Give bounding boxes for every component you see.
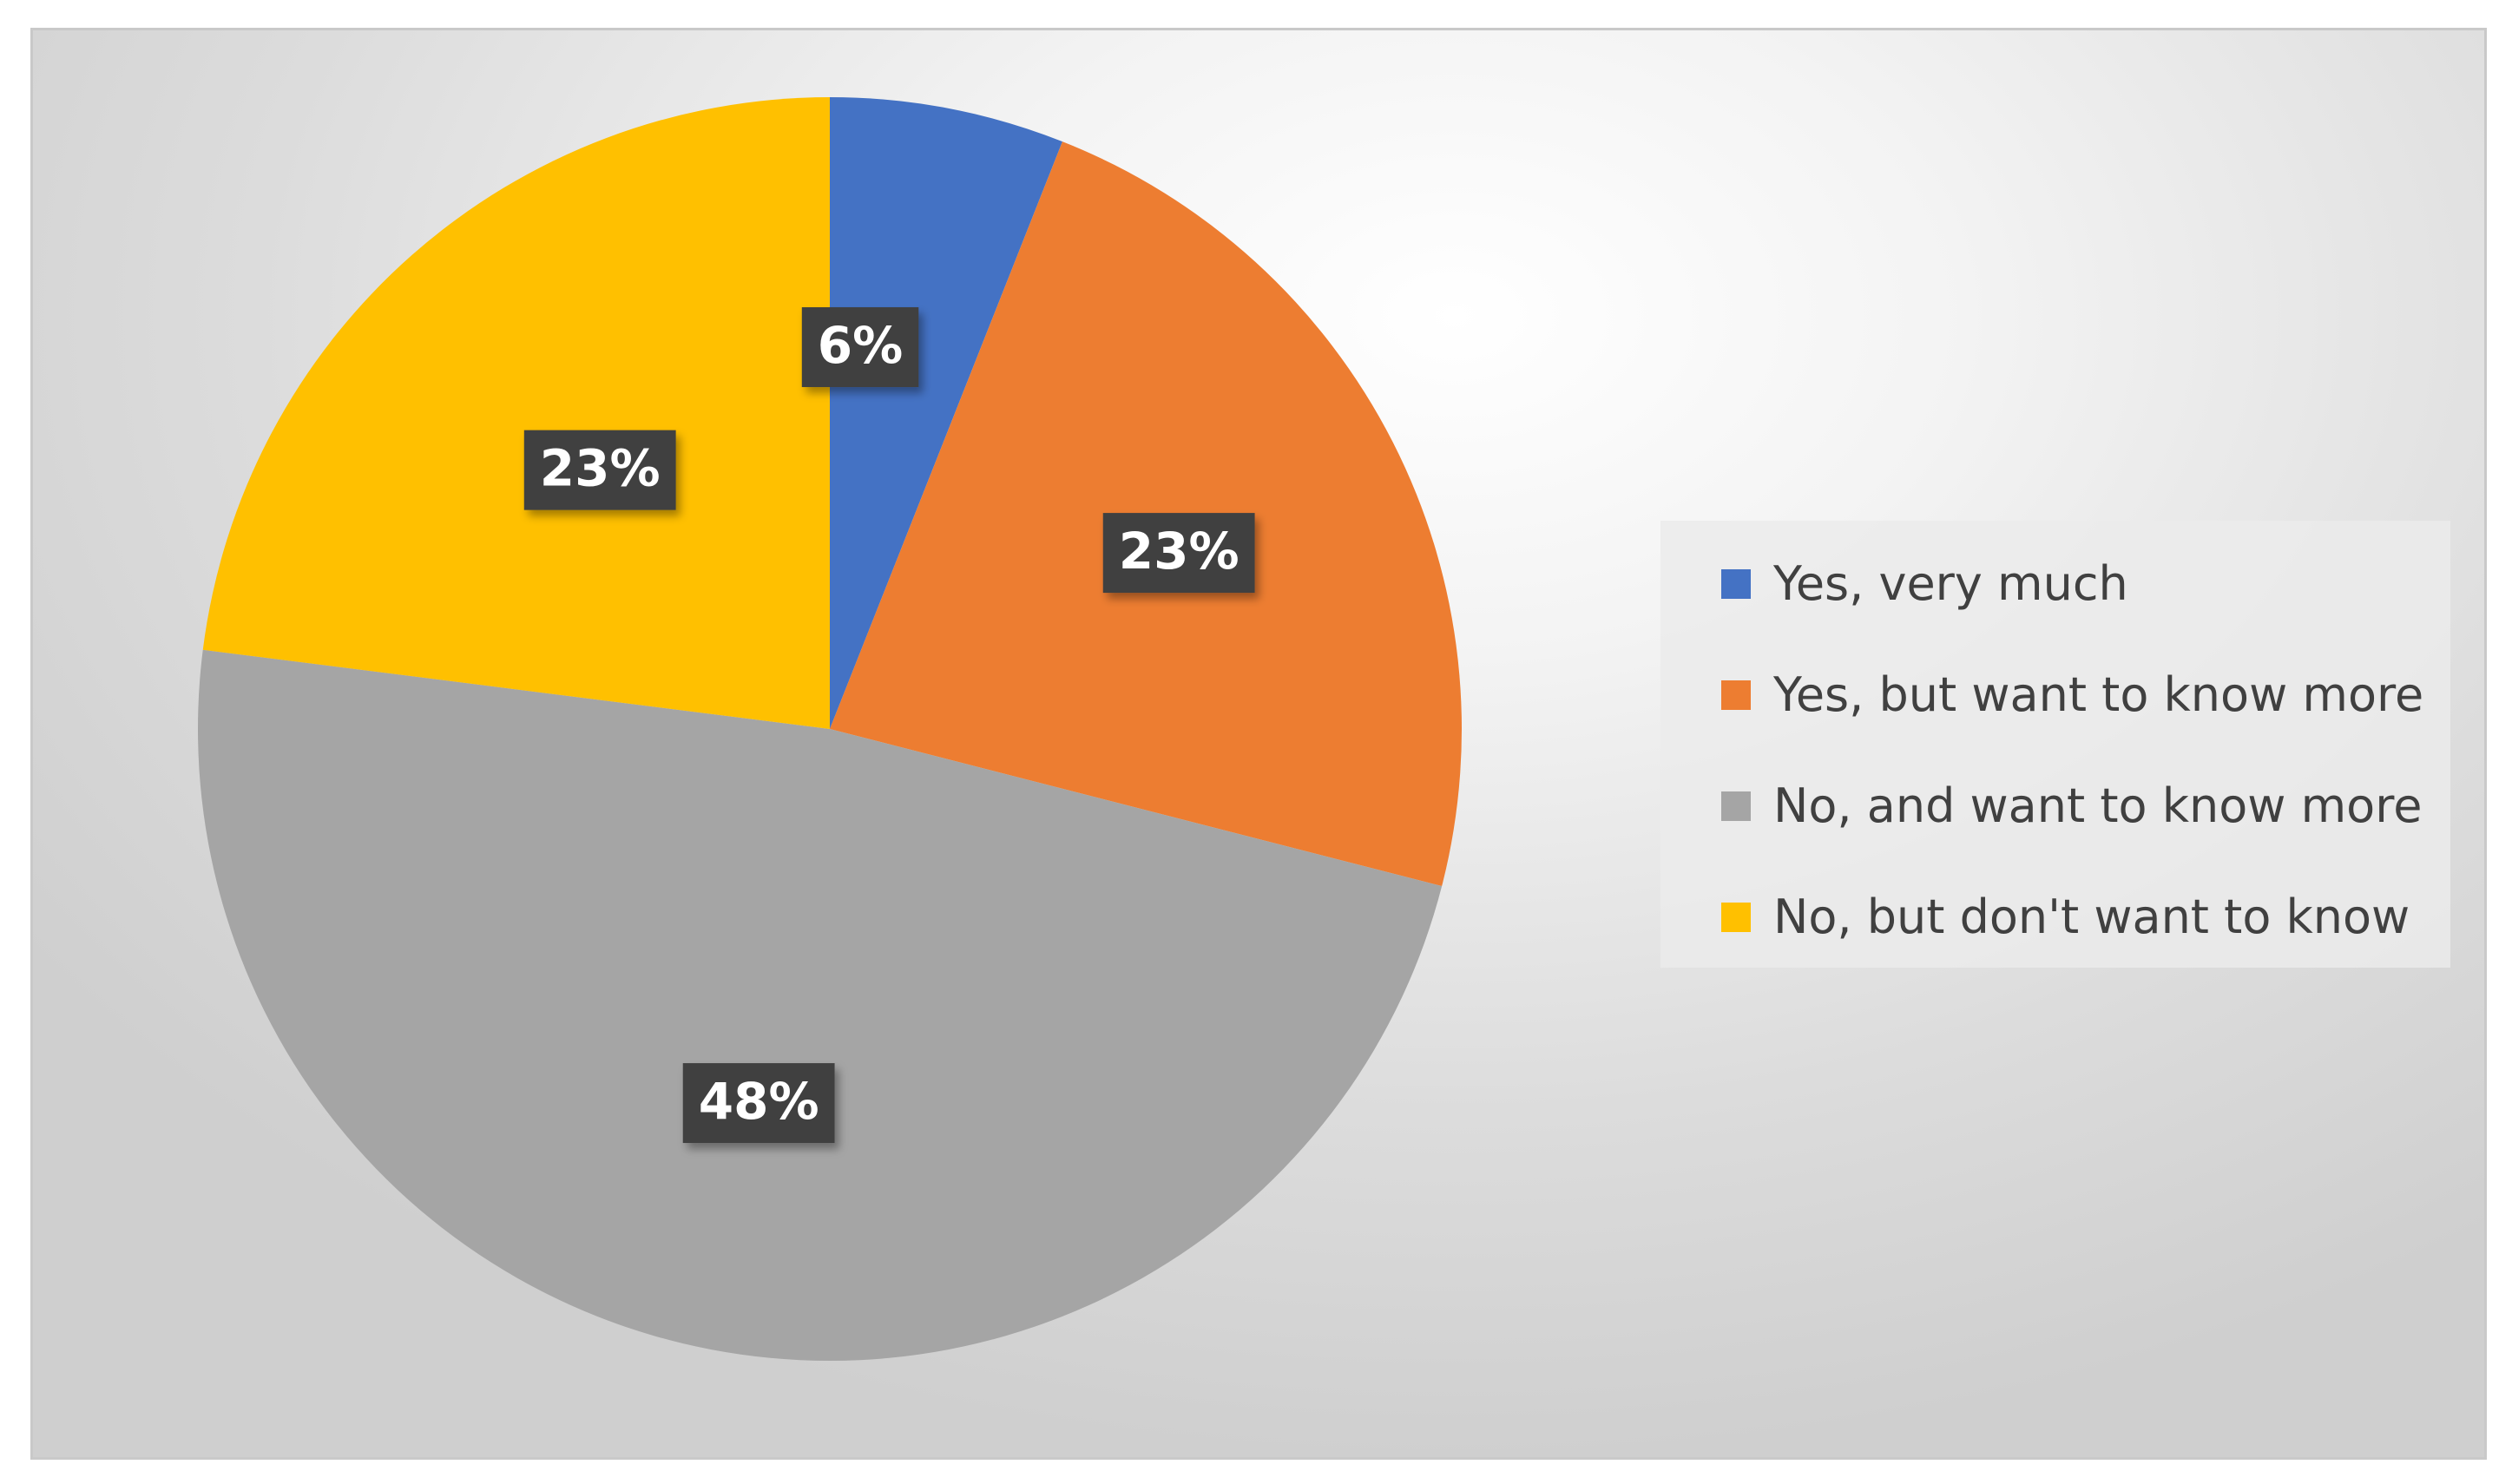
data-labels: 6% 23% 48% 23% [523,307,1255,1144]
legend: Yes, very much Yes, but want to know more… [1660,521,2450,968]
data-label-3: 48% [682,1063,835,1144]
data-label-text-1: 6% [818,316,903,375]
pie-slices [197,97,1462,1362]
legend-item-4: No, but don't want to know [1721,889,2450,1000]
pie-chart: 6% 23% 48% 23% [197,97,1462,1362]
chart-area: 6% 23% 48% 23% Yes, very much Yes, but want … [30,28,2487,1460]
data-label-box-4 [523,430,676,510]
data-label-box-1 [801,307,919,388]
legend-label-3: No, and want to know more [1773,778,2423,833]
data-label-4: 23% [523,430,676,510]
legend-label-1: Yes, very much [1773,556,2128,611]
data-label-box-3 [682,1063,835,1144]
data-label-text-3: 48% [699,1072,819,1131]
legend-swatch-1 [1721,569,1751,599]
legend-swatch-4 [1721,903,1751,932]
data-label-2: 23% [1102,513,1255,594]
legend-label-2: Yes, but want to know more [1773,667,2424,722]
data-label-text-4: 23% [540,439,661,498]
legend-item-2: Yes, but want to know more [1721,666,2450,778]
legend-item-3: No, and want to know more [1721,778,2450,889]
legend-label-4: No, but don't want to know [1773,890,2410,944]
data-label-1: 6% [801,307,919,388]
legend-item-1: Yes, very much [1721,555,2450,666]
legend-swatch-2 [1721,680,1751,710]
pie-slice-1 [830,97,1062,729]
pie-slice-4 [202,97,831,729]
data-label-text-2: 23% [1119,522,1240,581]
data-label-box-2 [1102,513,1255,594]
pie-slice-3 [197,649,1443,1362]
legend-swatch-3 [1721,791,1751,821]
